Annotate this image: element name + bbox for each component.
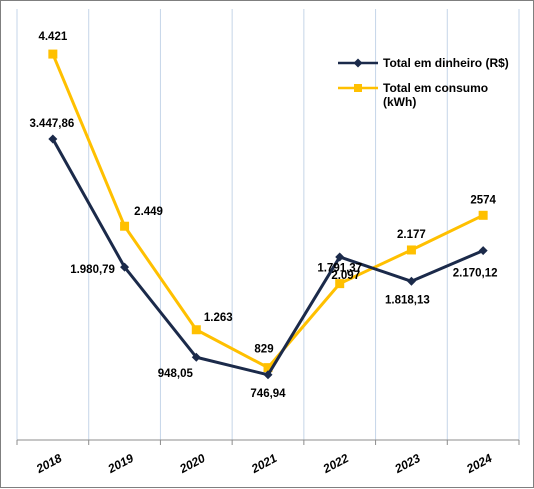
data-label-total-dinheiro: 948,05 <box>158 368 194 380</box>
data-label-total-consumo: 2.449 <box>134 206 163 218</box>
data-label-total-dinheiro: 1.980,79 <box>70 264 115 276</box>
x-tick-label: 2019 <box>105 451 136 477</box>
legend: Total em dinheiro (R$) Total em consumo … <box>338 56 509 109</box>
data-point-total-dinheiro <box>406 276 416 286</box>
data-point-total-dinheiro <box>335 252 345 262</box>
data-label-total-consumo: 4.421 <box>38 31 67 43</box>
series-line-total-dinheiro <box>51 138 484 377</box>
data-point-total-dinheiro <box>191 352 201 362</box>
data-point-total-consumo <box>406 245 416 255</box>
data-label-total-consumo: 829 <box>254 344 273 356</box>
x-tick-label: 2021 <box>248 451 279 477</box>
data-point-total-dinheiro <box>120 262 130 272</box>
data-labels: 3.447,86 1.980,79 948,05 746,94 2.097 1.818,1… <box>29 31 497 400</box>
legend-marker-total-consumo <box>354 84 362 92</box>
series-layer: 3.447,86 1.980,79 948,05 746,94 2.097 1.818,1… <box>29 31 497 400</box>
data-label-total-consumo: 1.263 <box>204 312 233 324</box>
legend-entry-total-consumo: Total em consumo (kWh) <box>338 81 488 109</box>
legend-label-total-dinheiro: Total em dinheiro (R$) <box>383 56 509 70</box>
data-label-total-dinheiro: 2.097 <box>331 270 360 282</box>
data-point-total-dinheiro <box>48 134 58 144</box>
series-total-dinheiro <box>48 134 488 380</box>
data-label-total-dinheiro: 3.447,86 <box>29 118 74 130</box>
data-point-total-consumo <box>335 279 345 289</box>
data-label-total-consumo: 2574 <box>470 194 496 206</box>
x-tick-label: 2024 <box>463 451 494 477</box>
data-point-total-consumo <box>120 221 130 231</box>
legend-entry-total-dinheiro: Total em dinheiro (R$) <box>338 56 509 70</box>
data-point-total-dinheiro <box>478 246 488 256</box>
data-label-total-dinheiro: 2.170,12 <box>453 268 498 280</box>
legend-label-total-consumo-line2: (kWh) <box>383 95 416 109</box>
data-point-total-dinheiro <box>263 370 273 380</box>
data-point-total-consumo <box>263 363 273 373</box>
data-point-total-consumo <box>48 49 58 59</box>
data-label-total-consumo: 1.791,37 <box>317 263 362 275</box>
grid-lines <box>16 9 520 445</box>
x-tick-label: 2020 <box>176 451 207 477</box>
x-tick-label: 2022 <box>320 451 351 477</box>
x-tick-label: 2023 <box>392 451 423 477</box>
series-total-consumo <box>48 49 488 373</box>
data-point-total-consumo <box>191 325 201 335</box>
data-label-total-dinheiro: 746,94 <box>250 388 286 400</box>
data-point-total-consumo <box>478 210 488 220</box>
legend-marker-total-dinheiro <box>353 58 363 68</box>
data-label-total-dinheiro: 1.818,13 <box>385 294 430 306</box>
series-line-total-consumo <box>51 53 484 370</box>
x-tick-labels: 2018 2019 2020 2021 2022 2023 2024 <box>33 451 495 477</box>
data-label-total-consumo: 2.177 <box>397 229 426 241</box>
x-tick-label: 2018 <box>33 451 64 477</box>
legend-label-total-consumo-line1: Total em consumo <box>383 81 488 95</box>
